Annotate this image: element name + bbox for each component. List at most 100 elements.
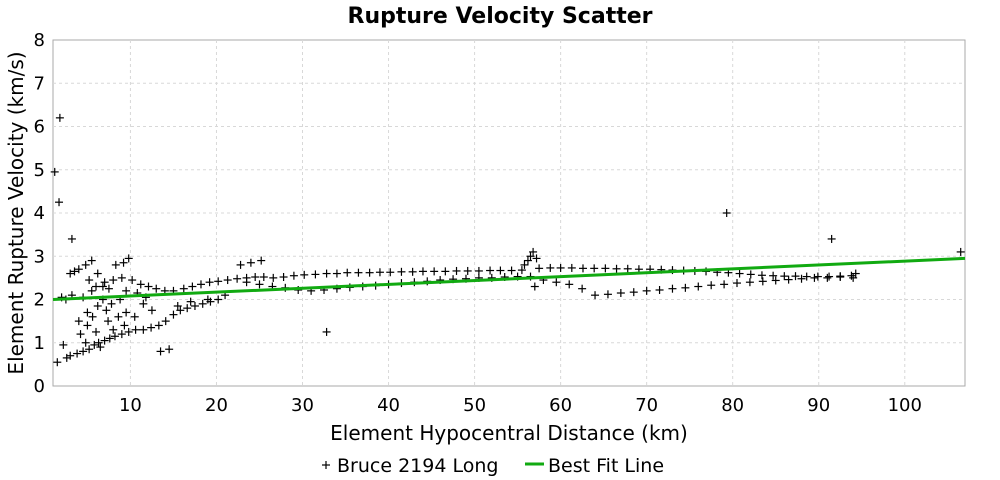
scatter-point xyxy=(681,283,690,292)
scatter-point xyxy=(74,317,83,326)
x-axis-label: Element Hypocentral Distance (km) xyxy=(330,421,688,445)
x-tick-label: 70 xyxy=(635,395,658,416)
scatter-point xyxy=(802,272,811,281)
scatter-point xyxy=(517,266,526,275)
scatter-point xyxy=(188,282,197,291)
scatter-point xyxy=(50,167,59,176)
scatter-point xyxy=(956,247,965,256)
scatter-point xyxy=(87,286,96,295)
x-tick-label: 40 xyxy=(377,395,400,416)
scatter-point xyxy=(223,276,232,285)
y-axis-label: Element Rupture Velocity (km/s) xyxy=(4,51,28,374)
scatter-point xyxy=(813,272,822,281)
y-axis-ticks: 0 1 2 3 4 5 6 7 8 xyxy=(34,30,45,397)
best-fit-layer xyxy=(52,256,966,301)
scatter-point xyxy=(430,267,439,276)
scatter-point xyxy=(100,278,109,287)
scatter-point xyxy=(590,264,599,273)
scatter-point xyxy=(601,264,610,273)
scatter-point xyxy=(397,267,406,276)
x-tick-label: 90 xyxy=(807,395,830,416)
scatter-point xyxy=(623,264,632,273)
scatter-point xyxy=(757,271,766,280)
scatter-point xyxy=(104,317,113,326)
scatter-point xyxy=(122,308,131,317)
scatter-point xyxy=(183,304,192,313)
scatter-point xyxy=(311,270,320,279)
scatter-point xyxy=(107,299,116,308)
scatter-point xyxy=(694,282,703,291)
scatter-point xyxy=(81,338,90,347)
scatter-point xyxy=(92,327,101,336)
scatter-point xyxy=(269,273,278,282)
scatter-point xyxy=(289,271,298,280)
scatter-point xyxy=(279,273,288,282)
scatter-point xyxy=(668,284,677,293)
scatter-point xyxy=(124,327,133,336)
scatter-point xyxy=(139,299,148,308)
scatter-point xyxy=(92,282,101,291)
y-tick-label: 7 xyxy=(34,73,45,94)
scatter-point xyxy=(612,264,621,273)
chart-title: Rupture Velocity Scatter xyxy=(348,4,653,29)
scatter-point xyxy=(67,234,76,243)
scatter-point xyxy=(242,278,251,287)
scatter-point xyxy=(122,286,131,295)
scatter-point xyxy=(535,264,544,273)
scatter-point xyxy=(55,198,64,207)
scatter-point xyxy=(66,269,75,278)
x-tick-label: 20 xyxy=(205,395,228,416)
scatter-point xyxy=(120,321,129,330)
scatter-point xyxy=(179,284,188,293)
scatter-point xyxy=(110,332,119,341)
scatter-point xyxy=(616,289,625,298)
scatter-point xyxy=(152,284,161,293)
scatter-point xyxy=(552,278,561,287)
scatter-point xyxy=(109,276,118,285)
scatter-point xyxy=(169,310,178,319)
scatter-point xyxy=(591,291,600,300)
scatter-point xyxy=(214,295,223,304)
scatter-point xyxy=(556,263,565,272)
scatter-point xyxy=(386,268,395,277)
scatter-point xyxy=(114,312,123,321)
scatter-point xyxy=(408,267,417,276)
scatter-point xyxy=(720,280,729,289)
best-fit-line xyxy=(52,256,966,301)
scatter-point xyxy=(354,268,363,277)
scatter-point xyxy=(147,323,156,332)
scatter-point xyxy=(722,209,731,217)
x-tick-label: 30 xyxy=(291,395,314,416)
scatter-point xyxy=(96,343,105,352)
scatter-point xyxy=(90,340,99,349)
scatter-point xyxy=(520,260,529,269)
scatter-point xyxy=(233,274,242,283)
scatter-point xyxy=(526,252,535,261)
scatter-point xyxy=(161,317,170,326)
scatter-point xyxy=(144,282,153,291)
scatter-point xyxy=(827,234,836,243)
scatter-point xyxy=(529,247,538,256)
scatter-point xyxy=(791,272,800,281)
scatter-point xyxy=(758,277,767,286)
scatter-point xyxy=(565,280,574,289)
scatter-point xyxy=(733,279,741,288)
scatter-point xyxy=(147,306,156,315)
scatter-point xyxy=(257,256,266,265)
scatter-point xyxy=(104,284,113,293)
scatter-point xyxy=(85,276,94,285)
scatter-point xyxy=(74,265,83,274)
scatter-point xyxy=(190,301,199,310)
scatter-point xyxy=(205,278,214,287)
scatter-point xyxy=(198,299,207,308)
scatter-point xyxy=(418,267,427,276)
scatter-point xyxy=(375,268,384,277)
scatter-point xyxy=(259,273,268,282)
scatter-point xyxy=(530,282,539,291)
scatter-point xyxy=(55,113,64,122)
x-tick-label: 60 xyxy=(549,395,572,416)
scatter-point xyxy=(139,325,148,334)
scatter-point xyxy=(66,351,75,360)
scatter-point xyxy=(578,264,587,273)
